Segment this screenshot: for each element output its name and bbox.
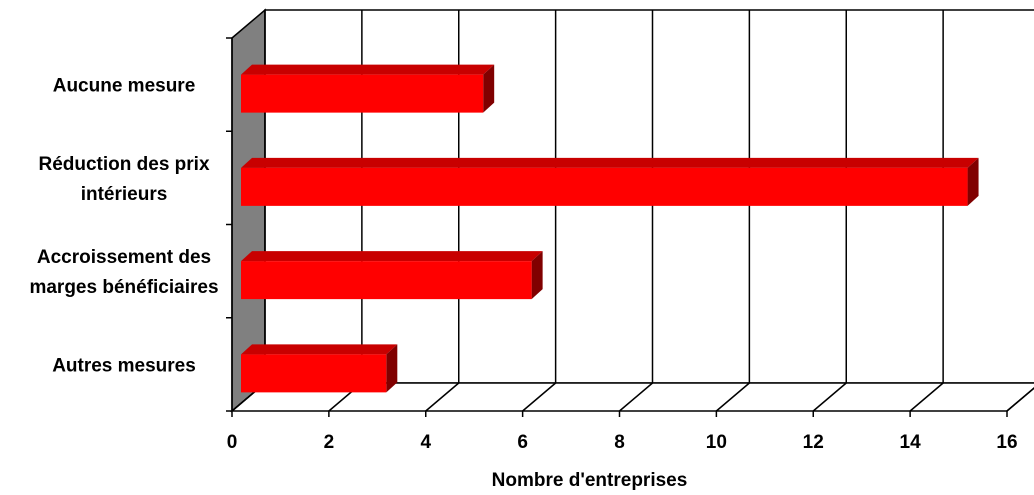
bar-top — [241, 64, 495, 75]
x-tick-label: 2 — [324, 432, 335, 453]
x-tick-label: 0 — [227, 432, 238, 453]
x-tick-label: 8 — [614, 432, 625, 453]
bar-side — [531, 251, 543, 300]
bar-side — [967, 157, 979, 206]
x-axis-title: Nombre d'entreprises — [492, 470, 688, 491]
bar-top — [241, 251, 543, 262]
x-tick-label: 10 — [706, 432, 727, 453]
x-tick-label: 6 — [517, 432, 528, 453]
floor-gridline — [715, 382, 750, 412]
bars — [241, 64, 979, 393]
floor-gridline — [522, 382, 557, 412]
bar-side — [483, 64, 495, 113]
x-tick-label: 12 — [803, 432, 824, 453]
category-label: Autres mesures — [52, 355, 196, 376]
x-tick-label: 14 — [900, 432, 922, 453]
bar — [241, 157, 979, 206]
bar-front — [241, 74, 484, 113]
x-tick-label: 16 — [996, 432, 1017, 453]
x-tick-labels: 0 2 4 6 8 10 12 14 16 — [227, 432, 1018, 453]
category-label: marges bénéficiaires — [29, 277, 218, 298]
floor-gridline — [1006, 387, 1034, 412]
bar-top — [241, 157, 979, 168]
bar-front — [241, 261, 532, 300]
floor-gridline — [425, 382, 460, 412]
bar-front — [241, 167, 968, 206]
bar — [241, 251, 543, 300]
floor-gridline — [619, 382, 653, 412]
category-label: Accroissement des — [37, 247, 211, 268]
category-label: Aucune mesure — [53, 76, 196, 97]
bar-top — [241, 344, 398, 355]
category-label: intérieurs — [81, 184, 168, 205]
bar-front — [241, 354, 387, 393]
floor-gridline — [909, 382, 944, 412]
category-label: Réduction des prix — [38, 154, 209, 175]
category-labels: Aucune mesure Réduction des prix intérieur… — [29, 76, 218, 377]
x-tick-label: 4 — [420, 432, 431, 453]
bar — [241, 64, 495, 113]
floor-gridline — [812, 382, 847, 412]
bar — [241, 344, 398, 393]
bar-side — [386, 344, 398, 393]
